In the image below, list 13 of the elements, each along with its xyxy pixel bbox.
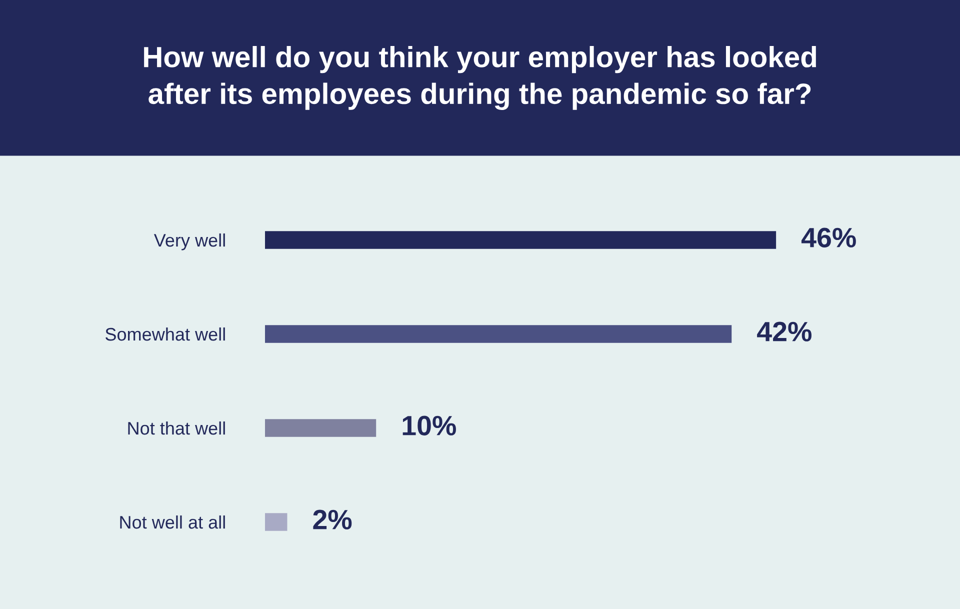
chart-title: How well do you think your employer has looked after its employees during the pandemic so far? bbox=[144, 46, 816, 110]
y-tick-label: Not that well bbox=[128, 421, 225, 435]
data-label: 2% bbox=[313, 510, 352, 530]
y-tick-label: Not well at all bbox=[120, 515, 225, 529]
data-label: 10% bbox=[402, 416, 456, 436]
data-label: 42% bbox=[757, 322, 812, 342]
bar bbox=[265, 231, 776, 249]
y-tick-label: Somewhat well bbox=[106, 327, 225, 341]
data-label: 46% bbox=[801, 228, 856, 248]
bar bbox=[265, 513, 288, 531]
bar bbox=[265, 325, 732, 343]
bar bbox=[265, 419, 376, 437]
y-tick-label: Very well bbox=[154, 233, 225, 250]
